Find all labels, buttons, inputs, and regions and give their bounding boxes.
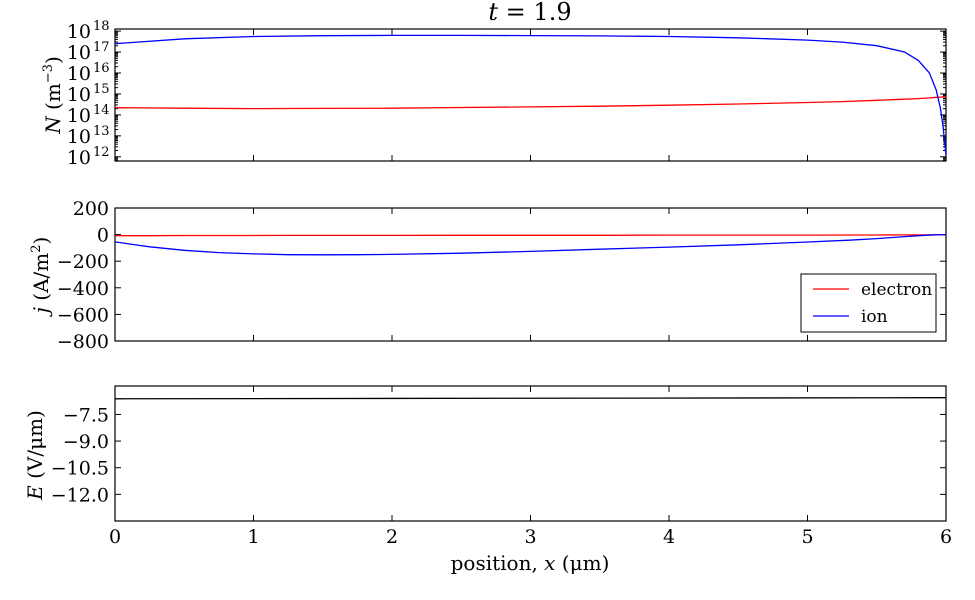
x-tick-label: 3: [524, 526, 536, 548]
legend-electron-label: electron: [861, 280, 932, 300]
y-tick-label: −10.5: [51, 458, 109, 480]
y-tick-exponent: 17: [93, 40, 110, 55]
y-tick-label: −9.0: [63, 431, 109, 453]
y-tick-exponent: 16: [93, 61, 110, 76]
legend-box: [800, 273, 937, 333]
current-panel: 200 0 −200 −400 −600 −800 j (A/m2) electron i…: [29, 198, 947, 353]
ion-density-line: [114, 34, 947, 156]
field-axes-frame: [114, 385, 947, 522]
electron-density-line: [114, 95, 947, 110]
y-tick-exponent: 15: [93, 82, 110, 97]
field-line: [114, 397, 947, 400]
y-tick-exponent: 12: [93, 145, 110, 160]
y-tick-label: −7.5: [63, 404, 109, 426]
y-tick-exponent: 13: [93, 124, 110, 139]
y-tick-label: 10: [67, 147, 91, 169]
field-ylabel: E (V/μm): [23, 410, 47, 501]
y-tick-label: 10: [67, 84, 91, 106]
x-tick-label: 2: [386, 526, 398, 548]
x-tick-label: 5: [801, 526, 813, 548]
y-tick-label: 10: [67, 105, 91, 127]
x-axis-label: position, x (μm): [451, 551, 610, 575]
y-tick-label: 10: [67, 21, 91, 43]
electron-current-line: [115, 234, 946, 237]
y-tick-label: −12.0: [51, 484, 109, 506]
legend-ion-label: ion: [861, 307, 888, 327]
y-tick-exponent: 18: [93, 19, 110, 34]
y-tick-label: 10: [67, 42, 91, 64]
y-tick-label: −600: [57, 304, 109, 326]
y-tick-label: 200: [73, 198, 109, 220]
figure-title: t = 1.9: [488, 0, 571, 26]
x-tick-label: 6: [940, 526, 952, 548]
current-ylabel: j (A/m2): [29, 237, 53, 318]
y-tick-label: 10: [67, 126, 91, 148]
ion-current-line: [114, 233, 947, 256]
y-tick-label: 0: [97, 225, 109, 247]
density-ylabel: N (m−3): [41, 56, 65, 135]
field-panel: −7.5 −9.0 −10.5 −12.0 E (V/μm): [23, 385, 947, 522]
density-axes-frame: [114, 28, 947, 162]
legend: electron ion: [800, 273, 937, 333]
x-tick-label: 0: [109, 526, 121, 548]
y-tick-exponent: 14: [93, 103, 110, 118]
y-tick-label: −200: [57, 251, 109, 273]
y-tick-label: −800: [57, 331, 109, 353]
y-tick-label: 10: [67, 63, 91, 85]
y-tick-label: −400: [57, 278, 109, 300]
x-tick-label: 4: [663, 526, 675, 548]
x-tick-label: 1: [247, 526, 259, 548]
